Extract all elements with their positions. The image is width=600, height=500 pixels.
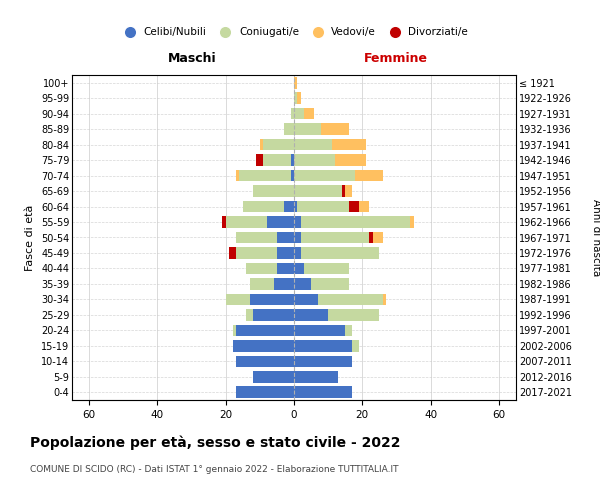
Bar (236, 356, 294, 367)
Bar (284, 200, 294, 212)
Bar (236, 232, 277, 243)
Bar (332, 139, 366, 150)
Bar (236, 247, 277, 259)
Bar (284, 124, 294, 135)
Bar (226, 216, 266, 228)
Bar (294, 124, 322, 135)
Bar (266, 216, 294, 228)
Bar (294, 294, 318, 305)
Bar (256, 154, 263, 166)
Y-axis label: Fasce di età: Fasce di età (25, 204, 35, 270)
Bar (263, 154, 290, 166)
Bar (318, 294, 383, 305)
Bar (253, 186, 294, 197)
Bar (294, 108, 304, 120)
Bar (290, 108, 294, 120)
Bar (294, 154, 335, 166)
Bar (250, 294, 294, 305)
Bar (301, 216, 410, 228)
Y-axis label: Anni di nascita: Anni di nascita (591, 199, 600, 276)
Bar (352, 340, 359, 351)
Bar (345, 324, 352, 336)
Bar (277, 262, 294, 274)
Text: COMUNE DI SCIDO (RC) - Dati ISTAT 1° gennaio 2022 - Elaborazione TUTTITALIA.IT: COMUNE DI SCIDO (RC) - Dati ISTAT 1° gen… (30, 465, 398, 474)
Bar (369, 232, 373, 243)
Bar (298, 200, 349, 212)
Bar (294, 216, 301, 228)
Bar (298, 92, 301, 104)
Bar (355, 170, 383, 181)
Bar (246, 309, 253, 320)
Bar (236, 324, 294, 336)
Bar (304, 108, 314, 120)
Bar (294, 262, 304, 274)
Bar (304, 262, 349, 274)
Bar (322, 124, 349, 135)
Bar (410, 216, 413, 228)
Bar (294, 170, 355, 181)
Bar (328, 309, 379, 320)
Bar (290, 170, 294, 181)
Bar (345, 186, 352, 197)
Bar (301, 232, 369, 243)
Bar (342, 186, 345, 197)
Bar (373, 232, 383, 243)
Bar (236, 386, 294, 398)
Legend: Celibi/Nubili, Coniugati/e, Vedovi/e, Divorziati/e: Celibi/Nubili, Coniugati/e, Vedovi/e, Di… (120, 28, 468, 38)
Bar (260, 139, 263, 150)
Bar (290, 154, 294, 166)
Bar (226, 294, 250, 305)
Bar (294, 186, 342, 197)
Bar (359, 200, 369, 212)
Bar (294, 309, 328, 320)
Bar (294, 340, 352, 351)
Bar (294, 324, 345, 336)
Text: Femmine: Femmine (364, 52, 428, 65)
Bar (274, 278, 294, 289)
Bar (222, 216, 226, 228)
Bar (250, 278, 274, 289)
Bar (311, 278, 349, 289)
Bar (294, 92, 298, 104)
Bar (233, 340, 294, 351)
Bar (263, 139, 294, 150)
Bar (294, 278, 311, 289)
Bar (294, 386, 352, 398)
Text: Maschi: Maschi (167, 52, 216, 65)
Bar (294, 247, 301, 259)
Text: Popolazione per età, sesso e stato civile - 2022: Popolazione per età, sesso e stato civil… (30, 435, 401, 450)
Bar (233, 324, 236, 336)
Bar (253, 371, 294, 382)
Bar (349, 200, 359, 212)
Bar (294, 232, 301, 243)
Bar (383, 294, 386, 305)
Bar (239, 170, 290, 181)
Bar (277, 232, 294, 243)
Bar (294, 77, 298, 88)
Bar (246, 262, 277, 274)
Bar (301, 247, 379, 259)
Bar (335, 154, 366, 166)
Bar (277, 247, 294, 259)
Bar (236, 170, 239, 181)
Bar (294, 139, 332, 150)
Bar (229, 247, 236, 259)
Bar (294, 200, 298, 212)
Bar (243, 200, 284, 212)
Bar (294, 356, 352, 367)
Bar (294, 371, 338, 382)
Bar (253, 309, 294, 320)
